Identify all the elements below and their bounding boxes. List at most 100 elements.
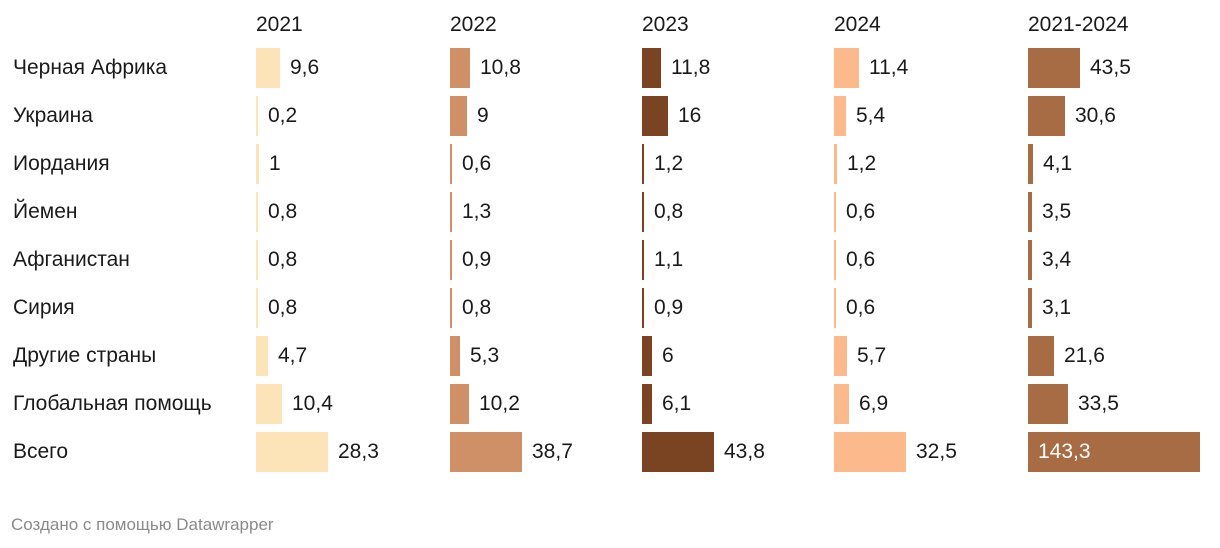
data-label: 3,1 xyxy=(1042,296,1072,319)
bar xyxy=(450,96,467,136)
data-label: 38,7 xyxy=(532,440,573,463)
data-label: 6,9 xyxy=(859,392,889,415)
row-label: Йемен xyxy=(13,200,78,223)
bar xyxy=(834,336,847,376)
data-label: 0,8 xyxy=(268,200,298,223)
data-label: 1,1 xyxy=(654,248,684,271)
bar xyxy=(1028,192,1032,232)
bar xyxy=(1028,96,1065,136)
bar xyxy=(256,288,258,328)
data-label: 5,3 xyxy=(470,344,500,367)
data-label: 1 xyxy=(269,152,281,175)
bar xyxy=(642,384,652,424)
data-label: 43,5 xyxy=(1090,56,1131,79)
data-label: 9 xyxy=(477,104,489,127)
data-label: 0,8 xyxy=(268,248,298,271)
bar xyxy=(642,192,644,232)
bar xyxy=(256,96,258,136)
bar xyxy=(642,432,714,472)
data-label: 0,8 xyxy=(268,296,298,319)
data-label: 6 xyxy=(662,344,674,367)
bar xyxy=(834,96,846,136)
row-label: Афганистан xyxy=(13,248,130,271)
bar xyxy=(642,48,661,88)
row-label: Сирия xyxy=(13,296,75,319)
column-header-2024: 2024 xyxy=(834,13,881,36)
column-header-2021-2024: 2021-2024 xyxy=(1028,13,1129,36)
data-label: 30,6 xyxy=(1075,104,1116,127)
bar xyxy=(256,384,282,424)
data-label: 11,8 xyxy=(671,56,711,79)
data-label: 5,4 xyxy=(856,104,886,127)
bar xyxy=(450,384,469,424)
row-label: Глобальная помощь xyxy=(13,392,212,415)
bar xyxy=(834,384,849,424)
bar xyxy=(450,288,452,328)
bar xyxy=(256,192,258,232)
data-label: 16 xyxy=(678,104,702,127)
bar xyxy=(834,288,836,328)
bar xyxy=(642,240,644,280)
data-label: 21,6 xyxy=(1064,344,1105,367)
bar xyxy=(834,240,836,280)
bar xyxy=(256,144,259,184)
bar xyxy=(642,144,644,184)
row-label: Иордания xyxy=(13,152,110,175)
bar xyxy=(1028,336,1054,376)
data-label: 0,6 xyxy=(462,152,492,175)
data-label: 0,6 xyxy=(846,296,876,319)
data-label: 10,2 xyxy=(479,392,520,415)
bar xyxy=(834,192,836,232)
bar xyxy=(450,192,452,232)
bar xyxy=(450,336,460,376)
data-label: 33,5 xyxy=(1078,392,1119,415)
bar xyxy=(256,48,280,88)
bar xyxy=(450,48,470,88)
column-header-2021: 2021 xyxy=(256,13,303,36)
data-label: 1,3 xyxy=(462,200,492,223)
data-label: 143,3 xyxy=(1038,440,1091,463)
bar xyxy=(256,432,328,472)
column-header-2023: 2023 xyxy=(642,13,689,36)
bar xyxy=(642,336,652,376)
data-label: 10,8 xyxy=(480,56,521,79)
bar xyxy=(256,240,258,280)
data-label: 0,8 xyxy=(462,296,492,319)
row-label: Всего xyxy=(13,440,69,463)
footer-credit: Создано с помощью Datawrapper xyxy=(11,515,274,534)
bar xyxy=(1028,240,1032,280)
row-label: Украина xyxy=(13,104,93,127)
data-label: 11,4 xyxy=(869,56,909,79)
data-label: 0,8 xyxy=(654,200,684,223)
column-header-2022: 2022 xyxy=(450,13,497,36)
bar xyxy=(834,48,859,88)
bar xyxy=(256,336,268,376)
bar xyxy=(834,432,906,472)
data-label: 43,8 xyxy=(724,440,765,463)
data-label: 4,1 xyxy=(1043,152,1073,175)
data-label: 9,6 xyxy=(290,56,320,79)
data-label: 1,2 xyxy=(847,152,877,175)
bar xyxy=(1028,144,1033,184)
data-label: 4,7 xyxy=(278,344,308,367)
bar xyxy=(642,288,644,328)
data-label: 0,6 xyxy=(846,248,876,271)
data-label: 0,2 xyxy=(268,104,298,127)
bar xyxy=(1028,384,1068,424)
data-label: 3,5 xyxy=(1042,200,1072,223)
bar xyxy=(1028,48,1080,88)
row-label: Другие страны xyxy=(13,344,157,367)
data-label: 0,9 xyxy=(462,248,492,271)
data-label: 0,9 xyxy=(654,296,684,319)
data-label: 10,4 xyxy=(292,392,333,415)
data-label: 1,2 xyxy=(654,152,684,175)
data-label: 28,3 xyxy=(338,440,379,463)
data-label: 32,5 xyxy=(916,440,957,463)
bar xyxy=(450,144,452,184)
data-label: 0,6 xyxy=(846,200,876,223)
data-label: 5,7 xyxy=(857,344,887,367)
bar xyxy=(450,432,522,472)
bar xyxy=(642,96,668,136)
row-label: Черная Африка xyxy=(13,56,168,79)
bar xyxy=(834,144,837,184)
